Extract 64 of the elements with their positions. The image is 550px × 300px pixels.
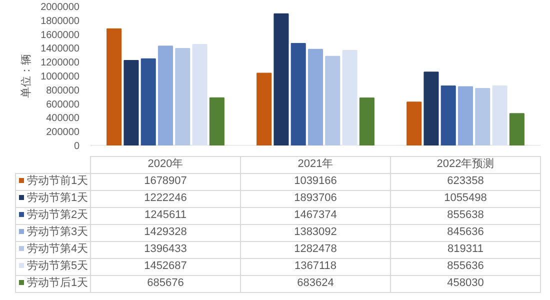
- data-label: 623358: [390, 174, 540, 190]
- legend-label: 劳动节后1天: [16, 276, 90, 292]
- bar: [209, 97, 224, 146]
- y-tick-label: 2000000: [40, 2, 80, 13]
- bar: [308, 48, 324, 146]
- data-label: 1055498: [390, 190, 540, 208]
- data-label: 685676: [90, 276, 240, 292]
- bar: [342, 50, 358, 146]
- legend-label: 劳动节前1天: [16, 174, 90, 190]
- data-label: 1039166: [240, 174, 390, 190]
- bar: [359, 97, 374, 146]
- bar: [509, 113, 524, 146]
- y-tick-label: 400000: [46, 113, 80, 124]
- bar: [475, 88, 490, 146]
- data-label: 1396433: [90, 242, 240, 258]
- data-label: 1678907: [90, 174, 240, 190]
- bar: [458, 86, 474, 146]
- legend-label: 劳动节第1天: [16, 190, 90, 208]
- data-label: 1383092: [240, 224, 390, 242]
- data-label: 1467374: [240, 208, 390, 224]
- data-label: 1429328: [90, 224, 240, 242]
- legend-label: 劳动节第3天: [16, 224, 90, 242]
- bar: [158, 46, 174, 146]
- y-axis-title: 单位：辆: [20, 54, 33, 98]
- y-tick-label: 200000: [46, 127, 80, 138]
- y-tick-label: 600000: [46, 99, 80, 110]
- x-tick-label: 2020年: [90, 156, 240, 174]
- data-label: 1222246: [90, 190, 240, 208]
- bar: [274, 13, 289, 146]
- data-label: 1245611: [90, 208, 240, 224]
- bar: [440, 86, 456, 146]
- legend-label: 劳动节第5天: [16, 258, 90, 276]
- bar: [424, 72, 439, 146]
- x-tick-label: 2021年: [240, 156, 390, 174]
- x-tick-label: 2022年预测: [390, 156, 540, 174]
- bar: [325, 56, 340, 146]
- y-tick-label: 1600000: [40, 30, 80, 41]
- data-label: 1282478: [240, 242, 390, 258]
- data-label: 855638: [390, 208, 540, 224]
- y-tick-label: 800000: [46, 85, 80, 96]
- bar: [406, 102, 422, 146]
- bar: [106, 28, 122, 146]
- legend-label: 劳动节第2天: [16, 208, 90, 224]
- y-tick-label: 1800000: [40, 16, 80, 27]
- data-label: 458030: [390, 276, 540, 292]
- legend-label: 劳动节第4天: [16, 242, 90, 258]
- data-label: 1367118: [240, 258, 390, 276]
- data-label: 819311: [390, 242, 540, 258]
- y-tick-label: 1000000: [40, 72, 80, 82]
- bar: [290, 43, 306, 146]
- data-label: 845636: [390, 224, 540, 242]
- bar: [124, 60, 139, 146]
- y-tick-label: 1400000: [40, 44, 80, 55]
- data-label: 855636: [390, 258, 540, 276]
- data-label: 683624: [240, 276, 390, 292]
- bar: [492, 86, 508, 146]
- bar: [175, 48, 190, 146]
- data-label: 1893706: [240, 190, 390, 208]
- bar: [256, 72, 272, 146]
- bar: [140, 58, 156, 146]
- data-label: 1452687: [90, 258, 240, 276]
- y-tick-label: 0: [74, 141, 80, 152]
- bar: [192, 44, 208, 146]
- y-tick-label: 1200000: [40, 58, 80, 69]
